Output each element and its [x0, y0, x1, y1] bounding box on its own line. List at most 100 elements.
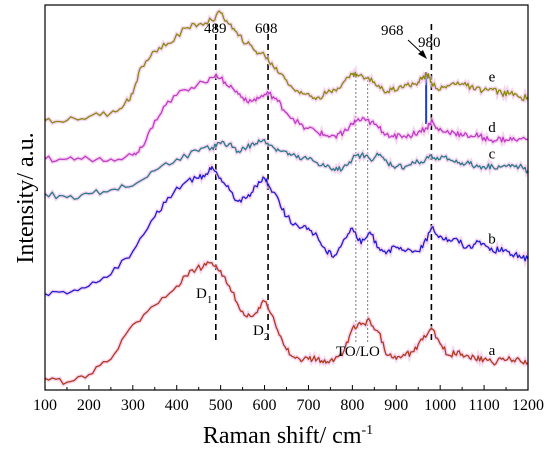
point-c-480	[211, 146, 213, 149]
series-label-b: b	[488, 231, 496, 247]
point-b-650	[285, 216, 288, 218]
point-a-680	[299, 358, 301, 360]
point-a-520	[228, 285, 231, 287]
point-e-450	[198, 23, 200, 25]
x-axis-title-sup: -1	[361, 423, 373, 438]
point-c-920	[404, 166, 406, 168]
x-tick-label-700: 700	[296, 397, 320, 414]
x-tick-label-600: 600	[253, 397, 277, 414]
point-e-350	[154, 50, 156, 52]
series-layer	[43, 8, 530, 387]
point-a-920	[404, 354, 406, 356]
point-e-520	[228, 23, 231, 25]
point-d-760	[334, 135, 336, 137]
point-d-1150	[505, 139, 507, 141]
point-d-380	[167, 100, 169, 102]
point-c-250	[110, 189, 112, 191]
point-a-820	[360, 323, 362, 326]
point-c-860	[378, 154, 380, 156]
y-axis-title: Intensity/ a.u.	[13, 132, 39, 263]
point-e-1120	[492, 89, 494, 91]
point-a-1000	[439, 343, 441, 345]
annot-968: 968	[381, 23, 404, 39]
series-label-c: c	[489, 147, 496, 163]
point-e-200	[88, 116, 90, 118]
point-b-1100	[483, 243, 485, 245]
x-tick-label-1200: 1200	[512, 397, 544, 414]
point-e-280	[123, 104, 125, 106]
point-e-380	[167, 42, 169, 45]
x-tick-label-100: 100	[33, 397, 57, 414]
annot-d1: D1	[196, 286, 212, 306]
point-e-500	[220, 12, 222, 14]
point-c-1000	[439, 158, 441, 160]
point-d-1130	[496, 139, 498, 141]
point-c-780	[342, 166, 345, 168]
point-e-980	[430, 81, 432, 83]
point-c-600	[263, 139, 266, 141]
point-c-900	[395, 166, 397, 168]
point-c-300	[132, 185, 134, 187]
point-a-400	[176, 285, 178, 287]
point-a-480	[211, 262, 213, 264]
point-e-480	[211, 19, 213, 21]
point-b-150	[66, 293, 68, 295]
x-tick-label-500: 500	[209, 397, 233, 414]
series-label-a: a	[489, 343, 496, 359]
point-d-850	[373, 123, 375, 125]
point-b-1140	[501, 246, 503, 249]
point-b-450	[198, 177, 200, 179]
point-c-1180	[518, 166, 520, 168]
point-c-400	[176, 158, 178, 160]
point-a-300	[132, 323, 134, 326]
point-a-500	[220, 270, 222, 272]
point-c-1080	[474, 166, 476, 168]
point-e-850	[373, 81, 375, 83]
point-e-560	[246, 42, 248, 45]
point-d-1110	[487, 139, 490, 141]
point-b-500	[220, 177, 222, 179]
point-d-490	[215, 73, 217, 75]
point-d-830	[364, 119, 367, 122]
point-e-960	[422, 77, 424, 79]
point-c-1100	[483, 166, 485, 168]
point-a-250	[110, 358, 112, 360]
point-e-800	[351, 73, 353, 75]
x-axis-title: Raman shift/ cm-1	[203, 423, 373, 449]
point-b-940	[413, 250, 415, 252]
point-a-1040	[457, 350, 459, 353]
series-label-d: d	[488, 120, 496, 136]
point-b-470	[206, 173, 209, 175]
point-a-600	[263, 300, 266, 303]
point-c-560	[246, 146, 248, 149]
point-b-560	[246, 196, 248, 199]
point-b-1080	[474, 243, 476, 245]
point-d-300	[132, 154, 134, 156]
point-c-450	[198, 150, 200, 152]
point-b-300	[132, 250, 134, 252]
point-a-1120	[492, 362, 494, 364]
point-e-150	[66, 119, 68, 122]
point-d-1010	[443, 131, 446, 133]
point-e-930	[408, 85, 411, 87]
point-e-640	[281, 73, 283, 75]
point-d-1170	[514, 139, 516, 141]
point-a-980	[430, 327, 432, 329]
point-a-200	[88, 374, 90, 376]
point-a-740	[325, 362, 327, 364]
point-d-780	[342, 131, 345, 133]
point-b-540	[237, 200, 239, 202]
point-a-460	[202, 266, 204, 268]
annot-to-lo: TO/LO	[336, 344, 380, 360]
point-c-1040	[457, 162, 459, 164]
point-b-600	[263, 177, 266, 179]
point-e-1100	[483, 89, 485, 91]
x-tick-label-200: 200	[77, 397, 101, 414]
point-a-580	[255, 312, 257, 314]
point-a-1140	[501, 358, 503, 360]
point-d-810	[356, 119, 358, 122]
point-c-820	[360, 154, 362, 156]
point-c-980	[430, 154, 432, 156]
point-a-660	[290, 354, 292, 356]
point-e-680	[299, 92, 301, 95]
